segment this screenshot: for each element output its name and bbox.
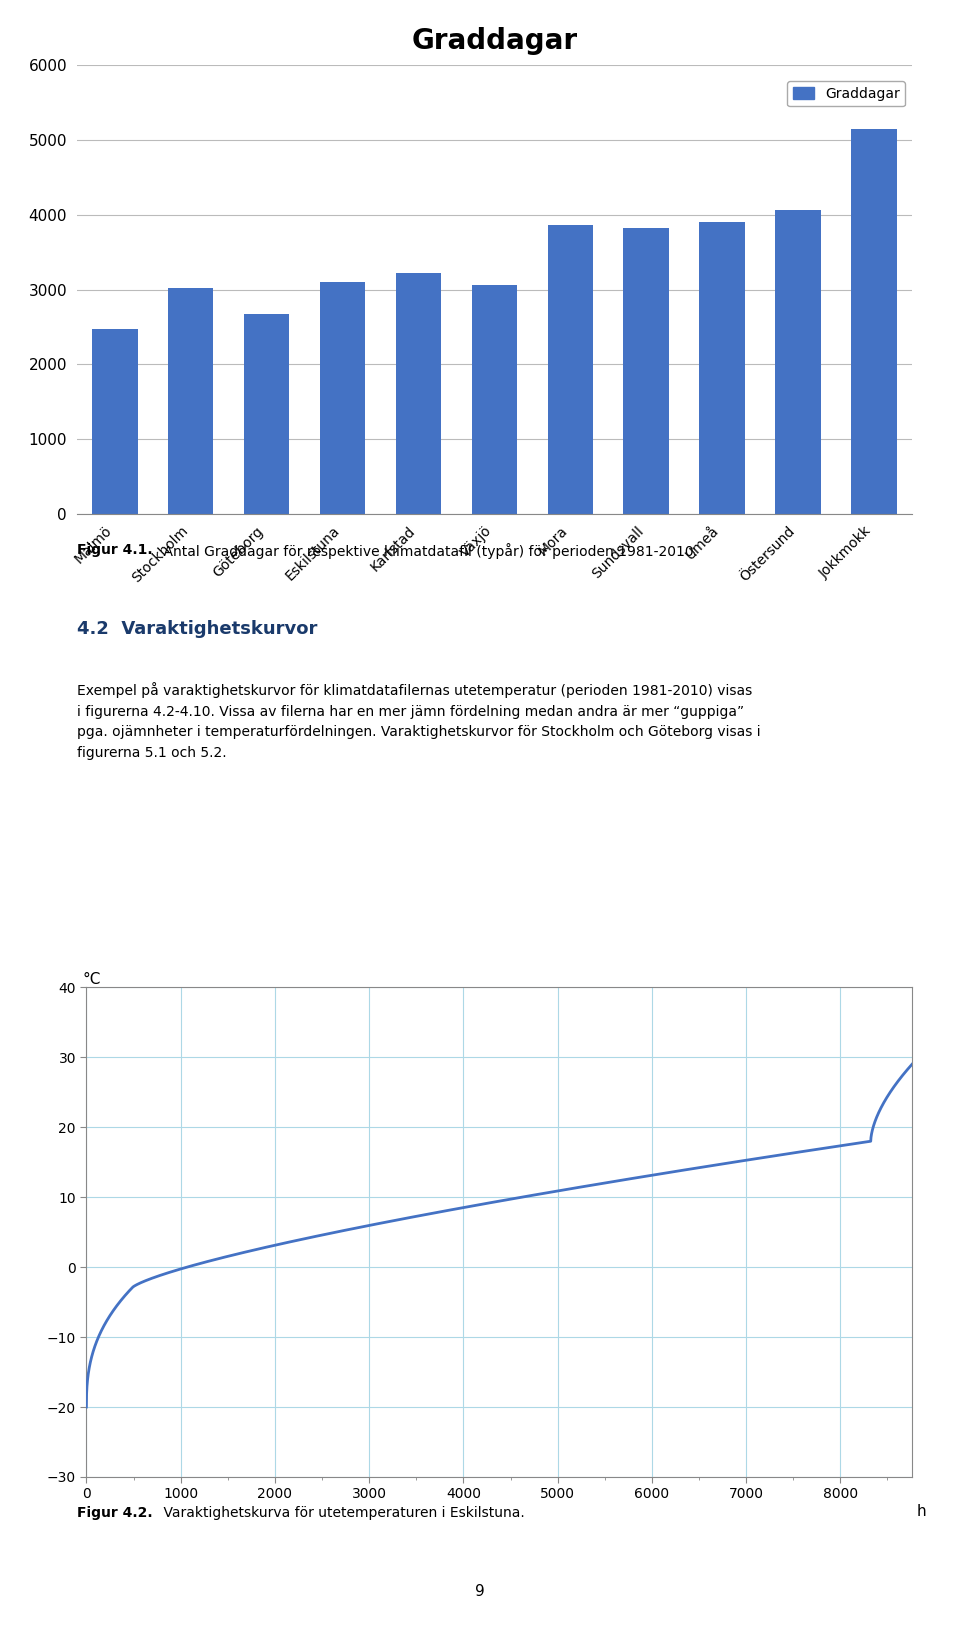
Bar	[92, 328, 137, 514]
Bar	[776, 209, 821, 514]
Bar	[547, 225, 593, 514]
Text: °C: °C	[83, 973, 101, 987]
Title: Graddagar: Graddagar	[411, 26, 578, 54]
Text: Exempel på varaktighetskurvor för klimatdatafilernas utetemperatur (perioden 198: Exempel på varaktighetskurvor för klimat…	[77, 682, 760, 761]
Text: Varaktighetskurva för utetemperaturen i Eskilstuna.: Varaktighetskurva för utetemperaturen i …	[146, 1506, 525, 1521]
Bar	[700, 222, 745, 514]
Legend: Graddagar: Graddagar	[787, 82, 905, 106]
Bar	[471, 286, 517, 514]
Bar	[320, 282, 366, 514]
Text: Figur 4.2.: Figur 4.2.	[77, 1506, 153, 1521]
Bar	[244, 313, 289, 514]
Text: Figur 4.1.: Figur 4.1.	[77, 543, 153, 558]
Text: h: h	[916, 1505, 925, 1519]
Bar	[396, 273, 442, 514]
Bar	[623, 227, 669, 514]
Text: 9: 9	[475, 1585, 485, 1599]
Bar	[168, 289, 213, 514]
Bar	[852, 129, 897, 514]
Text: Antal Graddagar för respektive klimatdatafil (typår) för perioden 1981-2010.: Antal Graddagar för respektive klimatdat…	[146, 543, 698, 560]
Text: 4.2  Varaktighetskurvor: 4.2 Varaktighetskurvor	[77, 620, 317, 638]
